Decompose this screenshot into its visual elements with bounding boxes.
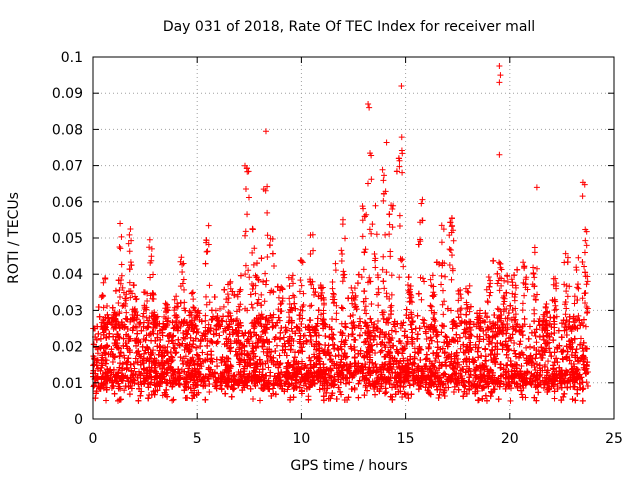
data-point [545, 358, 552, 365]
data-points [90, 63, 591, 404]
data-point [164, 343, 171, 350]
data-point [505, 354, 512, 361]
data-point [389, 370, 396, 377]
data-point [220, 303, 227, 310]
data-point [536, 315, 543, 322]
data-point [259, 343, 266, 350]
data-point [169, 397, 176, 404]
data-point [409, 329, 416, 336]
data-point [273, 342, 280, 349]
data-point [426, 340, 433, 347]
data-point [284, 386, 291, 393]
data-point [121, 387, 128, 394]
data-point [206, 389, 213, 396]
data-point [517, 338, 524, 345]
data-point [120, 352, 127, 359]
data-point [462, 333, 469, 340]
data-point [507, 397, 514, 404]
data-point [399, 394, 406, 401]
data-point [457, 345, 464, 352]
data-point [260, 348, 267, 355]
data-point [563, 288, 570, 295]
data-point [523, 344, 530, 351]
data-point [582, 299, 589, 306]
data-point [533, 339, 540, 346]
data-point [423, 335, 430, 342]
data-point [182, 353, 189, 360]
data-point [370, 324, 377, 331]
data-point [568, 328, 575, 335]
